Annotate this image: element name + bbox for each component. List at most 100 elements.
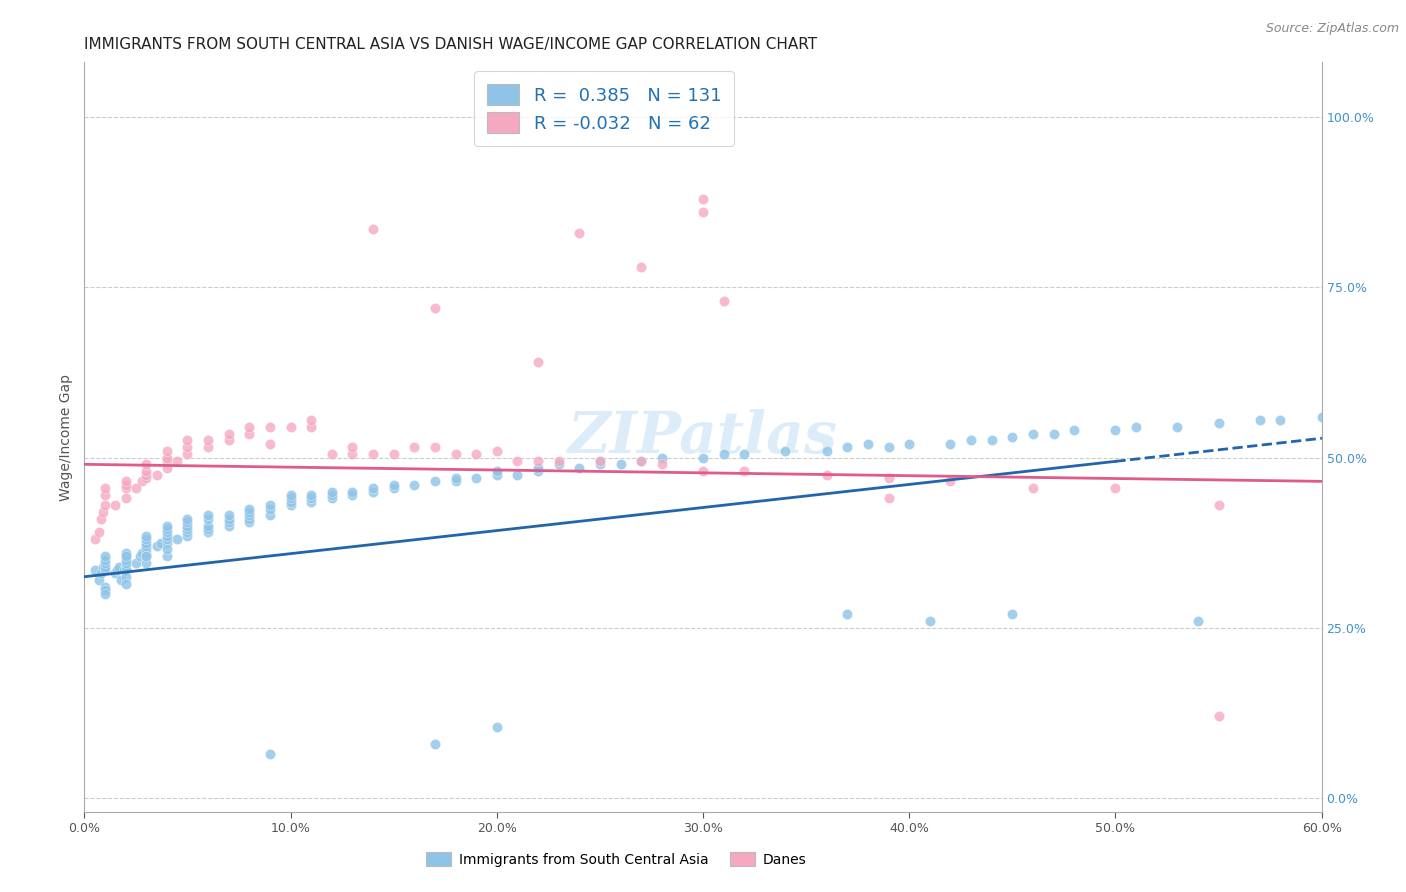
Point: [321, 484, 343, 499]
Point: [1001, 430, 1024, 444]
Point: [197, 522, 219, 536]
Point: [156, 443, 179, 458]
Point: [114, 477, 136, 491]
Point: [135, 533, 157, 547]
Point: [114, 563, 136, 577]
Point: [877, 471, 900, 485]
Point: [692, 464, 714, 478]
Point: [156, 460, 179, 475]
Point: [83, 533, 105, 547]
Point: [83, 563, 105, 577]
Point: [238, 512, 260, 526]
Point: [238, 420, 260, 434]
Point: [342, 488, 364, 502]
Point: [94, 563, 117, 577]
Point: [692, 192, 714, 206]
Point: [218, 508, 240, 523]
Point: [404, 440, 426, 454]
Point: [382, 447, 405, 461]
Point: [361, 484, 384, 499]
Point: [166, 454, 188, 468]
Point: [547, 454, 569, 468]
Point: [651, 450, 673, 465]
Point: [114, 556, 136, 570]
Point: [568, 226, 591, 240]
Point: [547, 458, 569, 472]
Point: [423, 301, 446, 315]
Point: [131, 546, 153, 560]
Point: [104, 566, 127, 581]
Point: [94, 556, 117, 570]
Point: [135, 549, 157, 564]
Point: [713, 293, 735, 308]
Point: [506, 467, 529, 482]
Point: [280, 491, 302, 506]
Point: [299, 488, 322, 502]
Point: [114, 475, 136, 489]
Point: [238, 505, 260, 519]
Point: [918, 614, 941, 628]
Point: [733, 447, 755, 461]
Point: [156, 535, 179, 549]
Point: [1125, 420, 1147, 434]
Point: [1187, 614, 1209, 628]
Point: [108, 559, 131, 574]
Point: [877, 491, 900, 506]
Point: [218, 512, 240, 526]
Point: [527, 460, 550, 475]
Point: [527, 464, 550, 478]
Point: [361, 481, 384, 495]
Point: [299, 491, 322, 506]
Point: [90, 566, 112, 581]
Point: [589, 454, 612, 468]
Point: [609, 458, 631, 472]
Point: [404, 477, 426, 491]
Point: [218, 518, 240, 533]
Point: [94, 481, 117, 495]
Point: [527, 355, 550, 369]
Point: [259, 420, 281, 434]
Point: [114, 549, 136, 564]
Point: [259, 437, 281, 451]
Point: [299, 420, 322, 434]
Point: [176, 518, 198, 533]
Y-axis label: Wage/Income Gap: Wage/Income Gap: [59, 374, 73, 500]
Point: [1208, 709, 1230, 723]
Point: [589, 458, 612, 472]
Point: [280, 488, 302, 502]
Point: [197, 518, 219, 533]
Point: [485, 720, 508, 734]
Point: [630, 454, 652, 468]
Point: [114, 546, 136, 560]
Point: [651, 458, 673, 472]
Point: [156, 533, 179, 547]
Point: [197, 525, 219, 540]
Point: [104, 498, 127, 512]
Point: [1022, 481, 1045, 495]
Point: [197, 508, 219, 523]
Point: [197, 434, 219, 448]
Point: [105, 563, 128, 577]
Point: [176, 525, 198, 540]
Point: [713, 447, 735, 461]
Point: [156, 529, 179, 543]
Point: [156, 450, 179, 465]
Point: [156, 542, 179, 557]
Point: [238, 515, 260, 529]
Point: [382, 477, 405, 491]
Point: [90, 512, 112, 526]
Point: [630, 260, 652, 274]
Point: [733, 464, 755, 478]
Point: [114, 556, 136, 570]
Point: [444, 471, 467, 485]
Point: [218, 434, 240, 448]
Point: [259, 508, 281, 523]
Point: [135, 549, 157, 564]
Point: [527, 454, 550, 468]
Point: [156, 454, 179, 468]
Point: [485, 464, 508, 478]
Point: [898, 437, 921, 451]
Point: [94, 549, 117, 564]
Point: [114, 549, 136, 564]
Point: [568, 460, 591, 475]
